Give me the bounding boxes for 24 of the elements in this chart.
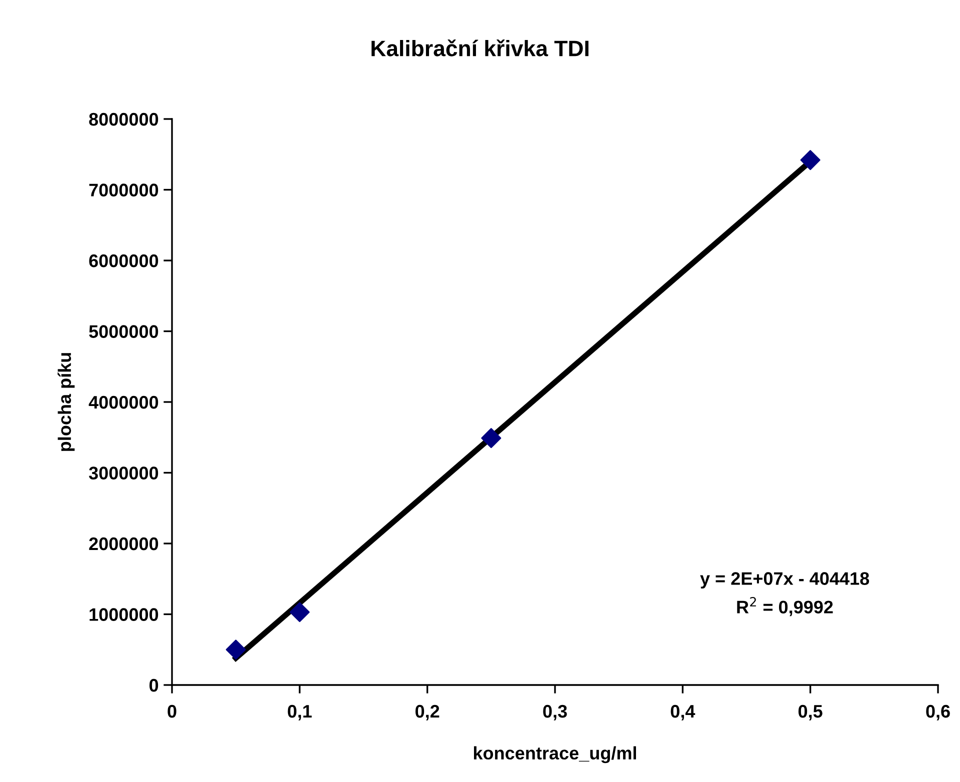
y-tick-label: 8000000 [89,112,158,126]
x-tick-label: 0,5 [798,704,822,720]
x-tick-label: 0,4 [670,704,696,720]
x-tick-label: 0 [168,704,176,718]
y-tick-label: 6000000 [89,254,158,268]
x-tick-label: 0,3 [543,704,567,720]
y-tick-label: 2000000 [89,537,158,550]
y-tick-label: 5000000 [89,325,158,338]
point [290,602,310,622]
y-tick-label: 3000000 [88,466,158,480]
x-tick-label: 0,6 [926,704,950,720]
x-tick-label: 0,2 [416,704,440,720]
y-tick-label: 1000000 [90,608,158,621]
y-axis-title: plocha píku [58,353,75,451]
x-axis-title: koncentrace_ug/ml [474,746,636,764]
y-tick-label: 4000000 [88,396,158,409]
chart-title: Kalibrační křivka TDI [372,40,588,56]
y-tick-label: 7000000 [89,184,158,196]
point [481,428,502,448]
annotation: y = 2E+07x - 404418 R$^{2}$ = 0,9992 [700,572,870,616]
y-tick-label: 0 [149,678,158,692]
point [226,640,246,660]
x-tick-label: 0,1 [288,704,312,720]
point [800,150,820,170]
